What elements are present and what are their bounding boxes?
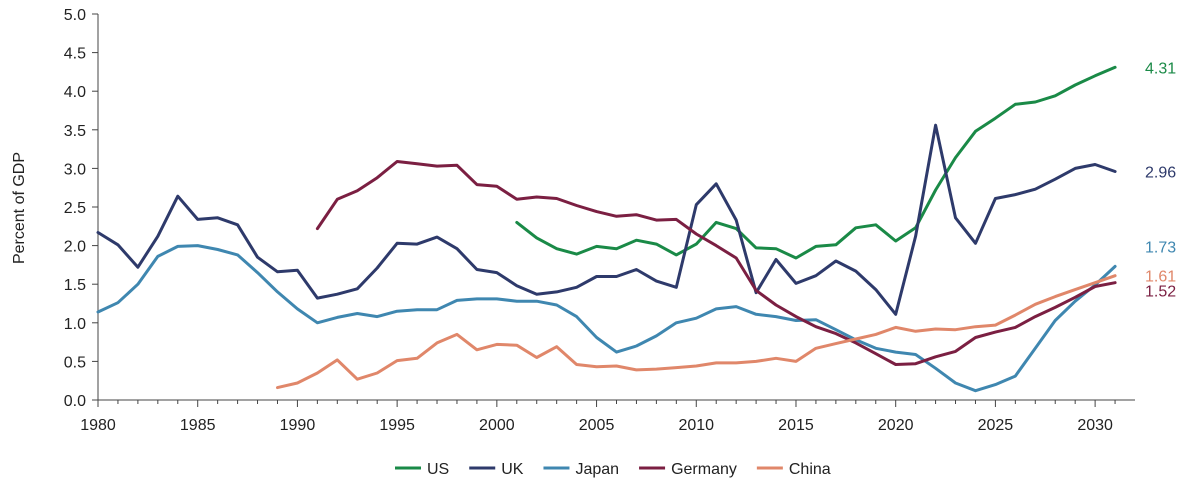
x-tick-label: 1980: [80, 417, 116, 434]
legend-label: US: [427, 461, 449, 478]
series-line-uk: [96, 123, 1117, 316]
x-tick-label: 1995: [379, 417, 415, 434]
y-tick-label: 2.0: [64, 239, 86, 256]
x-tick-label: 2005: [579, 417, 615, 434]
series-line-china: [276, 274, 1117, 390]
y-tick-label: 4.5: [64, 46, 86, 63]
end-label-us: 4.31: [1145, 60, 1176, 77]
legend-item-china: China: [756, 461, 831, 478]
end-label-japan: 1.73: [1145, 239, 1176, 256]
y-tick-label: 4.0: [64, 84, 86, 101]
y-tick-label: 1.5: [64, 277, 86, 294]
legend-label: UK: [501, 461, 524, 478]
x-tick-label: 2010: [678, 417, 714, 434]
x-tick-label: 1985: [180, 417, 216, 434]
x-tick-label: 2000: [479, 417, 515, 434]
end-label-uk: 2.96: [1145, 164, 1176, 181]
x-tick-label: 2020: [878, 417, 914, 434]
end-label-germany: 1.52: [1145, 284, 1176, 301]
legend-item-uk: UK: [469, 461, 524, 478]
series-line-japan: [96, 244, 1117, 393]
legend-label: Japan: [575, 461, 619, 478]
x-tick-label: 2015: [778, 417, 814, 434]
end-label-china: 1.61: [1145, 269, 1176, 286]
y-tick-label: 1.0: [64, 316, 86, 333]
end-labels: 4.31 2.96 1.73 1.521.61: [1145, 60, 1176, 300]
series-line-germany: [315, 160, 1117, 366]
axes: 0.0 0.5 1.0 1.5 2.0 2.5 3.0 3.5 4.0 4.5 5.0 1980 198…: [64, 7, 1135, 434]
y-tick-label: 3.5: [64, 123, 86, 140]
legend-item-japan: Japan: [543, 461, 619, 478]
y-tick-label: 2.5: [64, 200, 86, 217]
series-layer: [96, 65, 1117, 393]
legend-label: Germany: [671, 461, 737, 478]
legend-label: China: [789, 461, 831, 478]
legend-item-germany: Germany: [639, 461, 737, 478]
y-axis-title: Percent of GDP: [11, 152, 28, 264]
x-tick-label: 2025: [978, 417, 1014, 434]
x-tick-label: 2030: [1077, 417, 1113, 434]
x-tick-label: 1990: [280, 417, 316, 434]
y-tick-label: 3.0: [64, 161, 86, 178]
y-tick-label: 5.0: [64, 7, 86, 24]
legend-item-us: US: [395, 461, 449, 478]
y-tick-label: 0.0: [64, 393, 86, 410]
y-tick-label: 0.5: [64, 354, 86, 371]
series-line-us: [515, 65, 1117, 260]
legend: US UK Japan Germany China: [395, 461, 831, 478]
